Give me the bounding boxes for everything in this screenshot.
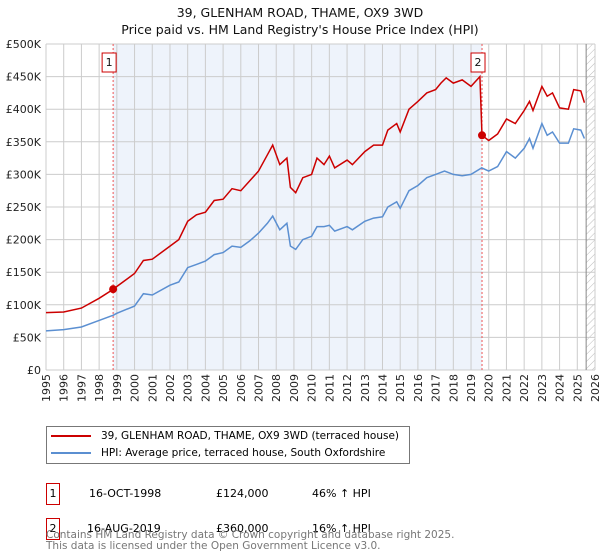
x-tick-label: 2018 <box>447 374 460 402</box>
x-tick-label: 2023 <box>536 374 549 402</box>
y-tick-label: £400K <box>6 103 42 116</box>
y-tick-label: £350K <box>6 136 42 149</box>
footer-line: Contains HM Land Registry data © Crown c… <box>46 529 455 541</box>
footer: Contains HM Land Registry data © Crown c… <box>46 530 454 552</box>
x-tick-label: 2024 <box>554 374 567 402</box>
x-tick-label: 2004 <box>199 374 212 402</box>
price-chart: 1995 1996 1997 1998 1999 2000 2001 2002 2003 2004… <box>6 38 600 402</box>
legend: 39, GLENHAM ROAD, THAME, OX9 3WD (terrac… <box>46 426 410 464</box>
x-tick-label: 2007 <box>253 374 266 402</box>
y-tick-label: £150K <box>6 266 42 279</box>
sale-point <box>478 131 487 140</box>
chart-title: 39, GLENHAM ROAD, THAME, OX9 3WD <box>176 5 424 20</box>
legend-label: 39, GLENHAM ROAD, THAME, OX9 3WD (terrac… <box>101 430 400 442</box>
transaction-price: £360,000 <box>216 522 269 535</box>
x-tick-label: 2002 <box>164 374 177 402</box>
y-tick-label: £200K <box>6 234 42 247</box>
x-tick-label: 1996 <box>58 374 71 402</box>
x-tick-label: 2012 <box>341 374 354 402</box>
x-tick-label: 2017 <box>430 374 443 402</box>
transaction-row: 2 16-AUG-2019 £360,000 16% ↑ HPI <box>46 518 446 542</box>
y-tick-label: £450K <box>6 71 42 84</box>
legend-swatch-property <box>51 435 91 437</box>
x-tick-label: 2026 <box>589 374 600 402</box>
x-tick-label: 1995 <box>40 374 53 402</box>
x-tick-label: 2006 <box>235 374 248 402</box>
sale-label-box <box>101 52 117 73</box>
y-tick-label: £500K <box>6 38 42 51</box>
sale-label: 2 <box>475 56 482 69</box>
transaction-date: 16-OCT-1998 <box>89 487 162 500</box>
chart-subtitle: Price paid vs. HM Land Registry's House … <box>121 22 479 37</box>
x-tick-label: 2014 <box>376 374 389 402</box>
footer-line: This data is licensed under the Open Gov… <box>46 540 381 552</box>
y-tick-label: £300K <box>6 168 42 181</box>
transaction-hpi: 46% ↑ HPI <box>312 487 371 500</box>
hpi-series-line <box>45 121 586 332</box>
marker-badge: 1 <box>46 483 60 505</box>
y-tick-label: £100K <box>6 299 42 312</box>
legend-item-property: 39, GLENHAM ROAD, THAME, OX9 3WD (terrac… <box>51 430 399 442</box>
x-tick-label: 2015 <box>394 374 407 402</box>
x-tick-label: 2025 <box>571 374 584 402</box>
x-tick-label: 2013 <box>359 374 372 402</box>
x-tick-label: 2005 <box>217 374 230 402</box>
y-tick-label: £0 <box>27 364 41 377</box>
x-tick-label: 2020 <box>483 374 496 402</box>
sale-label: 1 <box>106 56 113 69</box>
transaction-hpi: 16% ↑ HPI <box>312 522 371 535</box>
x-tick-label: 2021 <box>500 374 513 402</box>
legend-item-hpi: HPI: Average price, terraced house, Sout… <box>51 447 385 459</box>
x-tick-label: 2009 <box>288 374 301 402</box>
legend-swatch-hpi <box>51 452 91 454</box>
x-tick-label: 2022 <box>518 374 531 402</box>
y-tick-label: £250K <box>6 201 42 214</box>
x-tick-label: 2003 <box>182 374 195 402</box>
legend-label: HPI: Average price, terraced house, Sout… <box>101 447 386 459</box>
x-tick-label: 2011 <box>323 374 336 402</box>
x-tick-label: 1999 <box>111 374 124 402</box>
sale-label-box <box>470 52 486 73</box>
transaction-row: 1 16-OCT-1998 £124,000 46% ↑ HPI <box>46 483 446 507</box>
marker-badge: 2 <box>46 518 60 540</box>
x-tick-label: 2016 <box>412 374 425 402</box>
x-tick-label: 2019 <box>465 374 478 402</box>
y-tick-label: £50K <box>13 331 42 344</box>
transaction-date: 16-AUG-2019 <box>87 522 161 535</box>
x-tick-label: 1997 <box>75 374 88 402</box>
sale-point <box>109 285 118 294</box>
property-series-line <box>45 74 586 314</box>
transaction-price: £124,000 <box>216 487 269 500</box>
x-tick-label: 2010 <box>306 374 319 402</box>
x-tick-label: 2001 <box>146 374 159 402</box>
x-tick-label: 2008 <box>270 374 283 402</box>
x-tick-label: 1998 <box>93 374 106 402</box>
x-tick-label: 2000 <box>129 374 142 402</box>
